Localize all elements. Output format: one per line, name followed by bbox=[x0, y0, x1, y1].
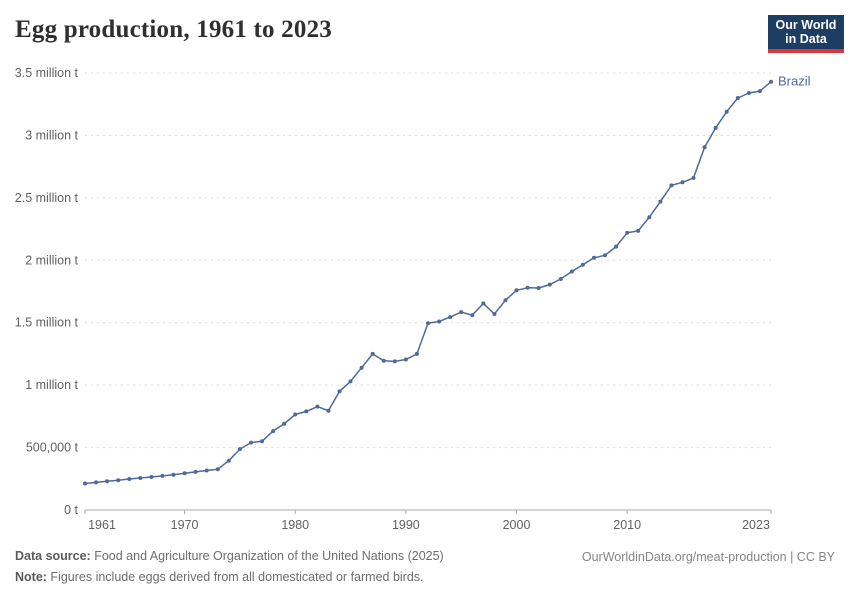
data-point bbox=[680, 180, 685, 185]
data-point bbox=[603, 253, 607, 258]
data-point bbox=[138, 476, 143, 480]
owid-logo-line1: Our World bbox=[775, 18, 837, 32]
y-axis-label: 500,000 t bbox=[26, 441, 79, 455]
data-source-text: Food and Agriculture Organization of the… bbox=[90, 549, 444, 563]
data-point bbox=[271, 429, 276, 434]
x-axis-label: 1980 bbox=[281, 518, 309, 532]
data-point bbox=[558, 277, 563, 281]
data-point bbox=[525, 285, 530, 290]
data-point bbox=[514, 288, 519, 293]
data-point bbox=[481, 301, 486, 306]
owid-logo[interactable]: Our World in Data bbox=[768, 15, 844, 53]
data-point bbox=[713, 125, 718, 130]
series-label-brazil: Brazil bbox=[778, 74, 811, 89]
page-title: Egg production, 1961 to 2023 bbox=[15, 16, 332, 43]
data-point bbox=[426, 321, 430, 326]
data-point bbox=[625, 230, 630, 235]
chart-plot-area[interactable]: 0 t 500,000 t 1 million t 1.5 million t 2 mi… bbox=[0, 0, 850, 545]
data-point bbox=[757, 89, 762, 94]
data-point bbox=[315, 404, 320, 409]
y-axis-label: 3 million t bbox=[25, 128, 78, 142]
data-source-label: Data source: bbox=[15, 549, 91, 563]
data-point bbox=[448, 315, 453, 320]
data-point bbox=[204, 468, 209, 473]
data-point bbox=[459, 310, 464, 315]
data-point bbox=[171, 472, 176, 477]
data-point bbox=[260, 439, 264, 444]
x-axis-label: 1961 bbox=[88, 518, 116, 532]
data-point bbox=[326, 408, 331, 413]
data-point bbox=[580, 262, 585, 267]
y-axis-label: 1.5 million t bbox=[15, 316, 79, 330]
data-point bbox=[160, 473, 165, 478]
data-point bbox=[536, 286, 541, 290]
data-point bbox=[669, 183, 674, 188]
data-point bbox=[127, 477, 132, 481]
data-point bbox=[282, 421, 287, 426]
x-axis-label: 2010 bbox=[613, 518, 641, 532]
x-axis-label: 1990 bbox=[392, 518, 420, 532]
data-point bbox=[746, 91, 751, 95]
data-point bbox=[182, 471, 187, 476]
brazil-line-series bbox=[84, 80, 772, 485]
data-point bbox=[569, 269, 574, 274]
x-axis-label: 1970 bbox=[171, 518, 199, 532]
owid-logo-line2: in Data bbox=[785, 32, 827, 46]
data-point bbox=[614, 244, 619, 249]
data-point bbox=[237, 447, 242, 452]
data-point bbox=[337, 389, 342, 394]
data-point bbox=[215, 467, 220, 472]
data-point bbox=[226, 458, 231, 463]
data-point bbox=[636, 228, 641, 233]
note-text: Figures include eggs derived from all do… bbox=[46, 570, 424, 584]
x-axis-label: 2000 bbox=[503, 518, 531, 532]
data-point bbox=[702, 145, 707, 150]
data-point bbox=[414, 351, 419, 356]
data-point bbox=[691, 175, 696, 180]
data-point bbox=[769, 79, 773, 84]
data-point bbox=[293, 412, 298, 417]
data-point bbox=[437, 319, 442, 324]
data-point bbox=[492, 312, 497, 316]
note-label: Note: bbox=[15, 570, 47, 584]
data-source-line: Data source: Food and Agriculture Organi… bbox=[15, 546, 835, 567]
chart-footer: Data source: Food and Agriculture Organi… bbox=[15, 546, 835, 588]
data-point bbox=[370, 351, 375, 356]
data-point bbox=[304, 409, 309, 414]
data-point bbox=[470, 313, 475, 318]
data-point bbox=[381, 358, 386, 363]
data-point bbox=[116, 478, 121, 483]
note-line: Note: Figures include eggs derived from … bbox=[15, 567, 835, 588]
data-point bbox=[735, 96, 740, 100]
data-point bbox=[658, 199, 663, 204]
data-point bbox=[647, 215, 652, 220]
y-axis-label: 0 t bbox=[64, 503, 78, 517]
y-axis-label: 2.5 million t bbox=[15, 191, 79, 205]
data-point bbox=[83, 481, 87, 486]
data-point bbox=[503, 298, 508, 303]
data-point bbox=[592, 255, 596, 260]
x-axis-label: 2023 bbox=[742, 518, 770, 532]
data-point bbox=[348, 379, 353, 384]
data-point bbox=[724, 109, 729, 114]
data-point bbox=[403, 357, 408, 362]
data-point bbox=[547, 282, 552, 287]
data-point bbox=[94, 480, 99, 485]
data-point bbox=[359, 365, 364, 370]
y-axis-label: 2 million t bbox=[25, 253, 78, 267]
data-point bbox=[392, 359, 397, 364]
data-point bbox=[193, 469, 198, 474]
data-point bbox=[105, 479, 110, 484]
data-point bbox=[149, 475, 154, 479]
y-axis-label: 1 million t bbox=[25, 378, 78, 392]
data-point bbox=[249, 440, 253, 445]
credit-link[interactable]: OurWorldinData.org/meat-production | CC … bbox=[581, 550, 835, 564]
y-axis-label: 3.5 million t bbox=[15, 66, 79, 80]
